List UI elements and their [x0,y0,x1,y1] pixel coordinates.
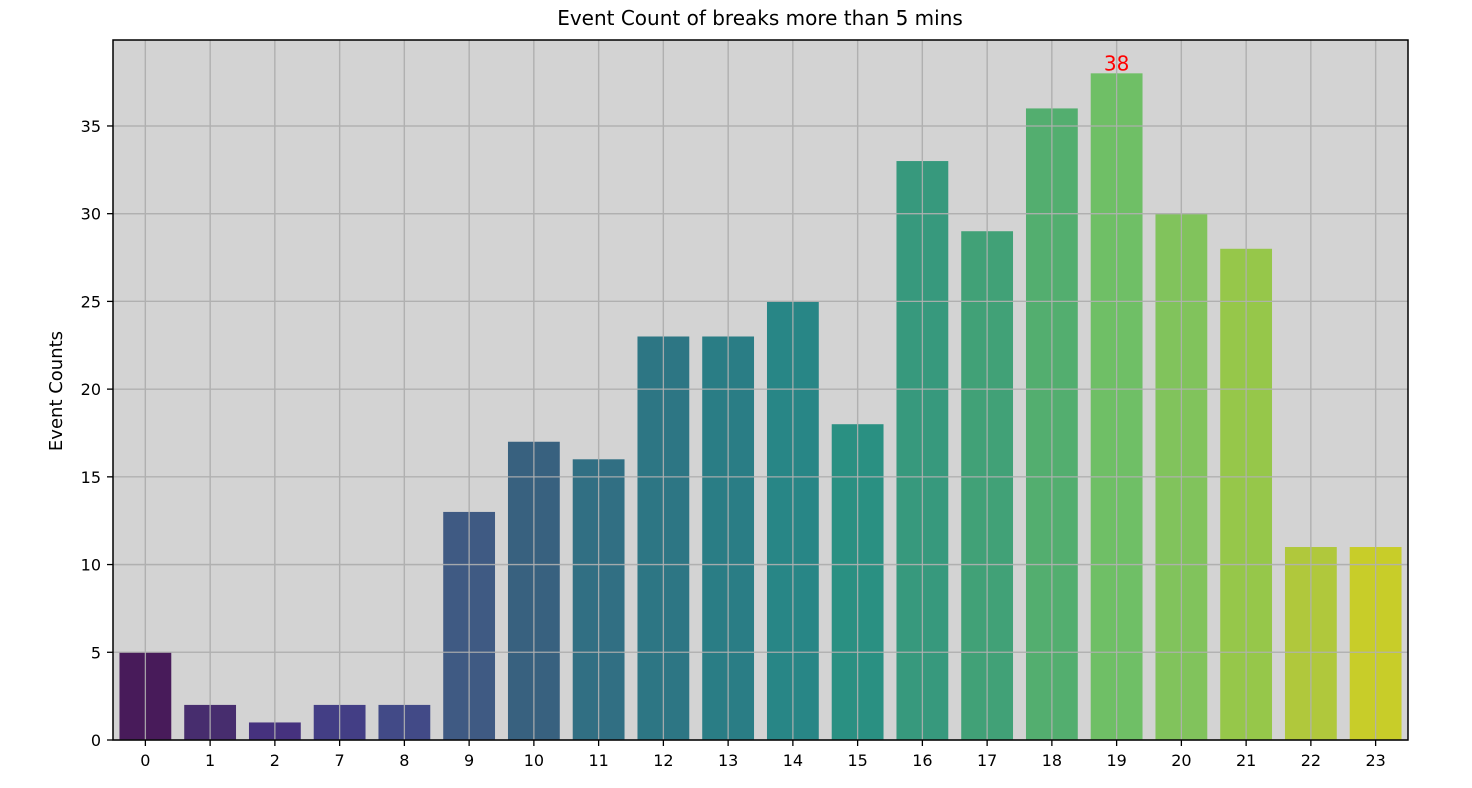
y-tick-label: 30 [81,205,101,224]
y-tick-label: 35 [81,117,101,136]
x-tick-label: 8 [399,751,409,770]
x-tick-label: 23 [1365,751,1385,770]
y-tick-label: 20 [81,380,101,399]
x-tick-label: 2 [270,751,280,770]
axes-frame [112,39,1409,741]
x-tick-label: 11 [588,751,608,770]
y-tick-label: 5 [91,643,101,662]
x-tick-label: 12 [653,751,673,770]
x-tick-label: 13 [718,751,738,770]
x-tick-label: 9 [464,751,474,770]
x-tick-label: 21 [1236,751,1256,770]
chart-title: Event Count of breaks more than 5 mins [557,6,963,30]
x-tick-label: 22 [1301,751,1321,770]
x-tick-label: 18 [1042,751,1062,770]
x-tick-label: 20 [1171,751,1191,770]
data-label-19: 38 [1104,51,1129,75]
x-tick-label: 19 [1106,751,1126,770]
y-tick-label: 0 [91,731,101,750]
x-tick-label: 0 [140,751,150,770]
y-tick-label: 25 [81,292,101,311]
x-tick-label: 1 [205,751,215,770]
x-tick-label: 7 [335,751,345,770]
y-tick-label: 10 [81,556,101,575]
y-tick-label: 15 [81,468,101,487]
x-tick-label: 17 [977,751,997,770]
x-tick-label: 10 [524,751,544,770]
plot-background [113,40,1408,740]
y-axis-label: Event Counts [46,331,67,451]
x-tick-label: 16 [912,751,932,770]
x-tick-label: 15 [847,751,867,770]
x-tick-label: 14 [783,751,803,770]
